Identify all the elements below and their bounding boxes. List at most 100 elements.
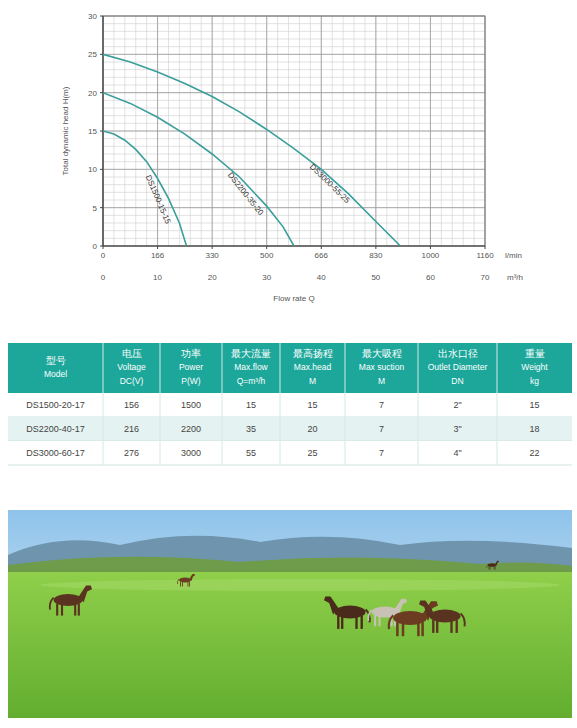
minor-grid — [103, 115, 485, 116]
minor-grid — [103, 138, 485, 139]
header-en: Max.flow — [234, 362, 268, 372]
table-cell: 7 — [379, 448, 384, 458]
plot-frame — [103, 16, 485, 246]
minor-grid — [103, 131, 485, 132]
table-divider — [418, 343, 419, 465]
y-tick-label: 10 — [88, 165, 97, 174]
grass — [8, 572, 572, 718]
table-divider — [497, 393, 498, 465]
horse-leg — [417, 622, 420, 636]
horse-tail — [50, 598, 54, 610]
header-unit: DC(V) — [120, 376, 144, 386]
table-cell: 55 — [246, 448, 256, 458]
table-cell: 1500 — [181, 400, 201, 410]
x-tick-label: 30 — [262, 273, 271, 282]
x2-tick-label: 830 — [369, 251, 383, 260]
x2-tick-label: 166 — [151, 251, 165, 260]
header-en: Power — [179, 362, 203, 372]
table-divider — [160, 343, 161, 465]
pasture-photo — [8, 510, 572, 728]
header-en: Weight — [521, 362, 548, 372]
header-zh: 电压 — [122, 348, 142, 359]
table-cell: 3" — [453, 424, 461, 434]
curve-label: DS1500-15-15 — [144, 174, 173, 226]
horse-tail — [368, 610, 372, 621]
table-row-bg — [8, 441, 572, 465]
table-cell: 15 — [307, 400, 317, 410]
table-divider — [222, 393, 223, 465]
table-cell: 2" — [453, 400, 461, 410]
minor-grid — [103, 223, 485, 224]
y-axis-title: Total dynamic head H(m) — [61, 86, 70, 175]
grid-line — [103, 54, 485, 55]
horse-tail — [177, 579, 179, 584]
minor-grid — [103, 77, 485, 78]
horse-leg — [374, 615, 376, 626]
horse-leg — [182, 582, 183, 587]
header-unit: M — [378, 376, 385, 386]
horse-tail — [487, 564, 488, 568]
header-zh: 型号 — [46, 355, 66, 366]
horse-leg — [436, 620, 438, 633]
minor-grid — [103, 62, 485, 63]
horse — [487, 561, 499, 570]
curve-label: DS2200-35-20 — [226, 171, 266, 218]
horse-neck — [419, 600, 433, 618]
x2-tick — [266, 246, 267, 249]
table-divider — [280, 343, 281, 465]
horse-leg — [189, 582, 190, 587]
table-divider — [222, 343, 223, 465]
table-cell: 276 — [124, 448, 139, 458]
y-tick — [100, 207, 103, 208]
header-zh: 功率 — [181, 348, 201, 359]
x-axis-title: Flow rate Q — [273, 294, 314, 303]
x2-tick — [375, 246, 376, 249]
horse-leg — [396, 622, 399, 636]
horse-leg — [180, 582, 181, 587]
pump-curve — [103, 54, 400, 246]
horse — [324, 596, 370, 629]
page: 0510152025300166330500666830100011600102… — [0, 0, 577, 728]
table-cell: 25 — [307, 448, 317, 458]
horse-leg — [74, 604, 76, 616]
horse-leg — [188, 582, 189, 587]
grid-line — [103, 169, 485, 170]
grass-light — [40, 579, 560, 591]
horse — [419, 600, 465, 633]
table-divider — [418, 393, 419, 465]
table-cell: 22 — [529, 448, 539, 458]
header-en: Model — [44, 369, 67, 379]
table-cell: 216 — [124, 424, 139, 434]
grid — [103, 16, 485, 246]
minor-grid — [103, 92, 485, 93]
table-cell: DS2200-40-17 — [26, 424, 85, 434]
header-unit: DN — [451, 376, 463, 386]
minor-grid — [103, 23, 485, 24]
header-unit: M — [309, 376, 316, 386]
x2-tick-label: 666 — [315, 251, 329, 260]
x2-tick — [103, 246, 104, 249]
x-tick-label: 0 — [101, 273, 106, 282]
x2-tick-label: 1160 — [476, 251, 494, 260]
grid-line — [103, 131, 485, 132]
header-en: Max suction — [359, 362, 405, 372]
horse-neck — [495, 561, 499, 566]
table-cell: 35 — [246, 424, 256, 434]
table-row-bg — [8, 417, 572, 441]
x2-unit: l/min — [505, 251, 522, 260]
horse — [389, 601, 438, 636]
y-tick-label: 5 — [93, 204, 98, 213]
x2-tick-label: 500 — [260, 251, 274, 260]
horse — [50, 586, 92, 616]
table-row-bg — [8, 393, 572, 417]
minor-grid — [103, 169, 485, 170]
x-tick-label: 60 — [426, 273, 435, 282]
header-zh: 最高扬程 — [293, 348, 333, 359]
y-tick — [100, 54, 103, 55]
table-header-bg — [8, 343, 572, 393]
x-tick-label: 70 — [481, 273, 490, 282]
table-cell: 7 — [379, 400, 384, 410]
y-tick-label: 30 — [88, 12, 97, 21]
x2-tick — [485, 246, 486, 249]
minor-grid — [103, 154, 485, 155]
